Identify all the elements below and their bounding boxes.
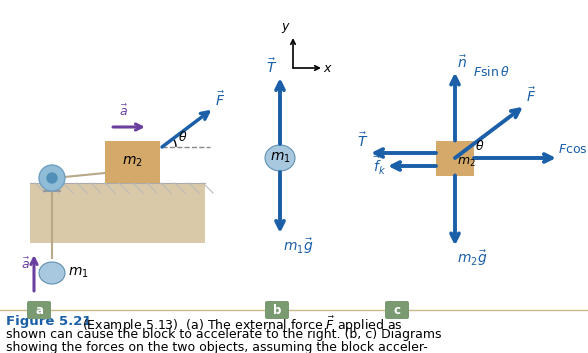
FancyBboxPatch shape	[27, 301, 51, 319]
Text: $\vec{f}_k$: $\vec{f}_k$	[373, 155, 386, 177]
Text: $\vec{F}$: $\vec{F}$	[215, 90, 225, 109]
Text: shown can cause the block to accelerate to the right. (b, c) Diagrams: shown can cause the block to accelerate …	[6, 328, 442, 341]
Text: $\vec{a}$: $\vec{a}$	[119, 104, 128, 119]
Text: $\vec{T}$: $\vec{T}$	[266, 58, 277, 76]
Text: $\theta$: $\theta$	[475, 139, 485, 153]
Text: $\theta$: $\theta$	[178, 130, 188, 144]
Ellipse shape	[39, 262, 65, 284]
Bar	[105, 141, 160, 183]
Text: $y$: $y$	[281, 21, 291, 35]
Polygon shape	[30, 183, 205, 243]
Circle shape	[47, 173, 57, 183]
Text: Figure 5.21: Figure 5.21	[6, 315, 92, 328]
Text: $F\cos\theta$: $F\cos\theta$	[558, 142, 588, 156]
Text: $m_1$: $m_1$	[270, 151, 290, 165]
Text: $\vec{F}$: $\vec{F}$	[526, 86, 536, 105]
Text: $m_2\vec{g}$: $m_2\vec{g}$	[457, 249, 487, 268]
Ellipse shape	[265, 145, 295, 171]
Text: a: a	[35, 304, 43, 317]
Text: $\vec{T}$: $\vec{T}$	[357, 131, 368, 150]
Text: $m_1$: $m_1$	[68, 266, 89, 280]
Text: $m_2$: $m_2$	[457, 155, 476, 168]
Text: $m_2$: $m_2$	[122, 155, 143, 169]
Text: $m_1\vec{g}$: $m_1\vec{g}$	[283, 236, 313, 256]
Text: $x$: $x$	[323, 61, 333, 74]
Text: c: c	[393, 304, 400, 317]
Text: b: b	[273, 304, 281, 317]
Circle shape	[39, 165, 65, 191]
Text: $F\sin\theta$: $F\sin\theta$	[473, 65, 510, 78]
Bar	[436, 140, 474, 175]
Text: $\vec{n}$: $\vec{n}$	[457, 54, 467, 71]
Text: showing the forces on the two objects, assuming the block acceler-: showing the forces on the two objects, a…	[6, 341, 427, 353]
Text: $\vec{a}$: $\vec{a}$	[21, 257, 30, 272]
FancyBboxPatch shape	[265, 301, 289, 319]
Text: (Example 5.13)  (a) The external force $\vec{F}$ applied as: (Example 5.13) (a) The external force $\…	[82, 315, 403, 335]
FancyBboxPatch shape	[385, 301, 409, 319]
